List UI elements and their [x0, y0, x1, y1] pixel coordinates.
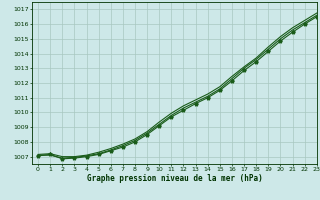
- X-axis label: Graphe pression niveau de la mer (hPa): Graphe pression niveau de la mer (hPa): [86, 174, 262, 183]
